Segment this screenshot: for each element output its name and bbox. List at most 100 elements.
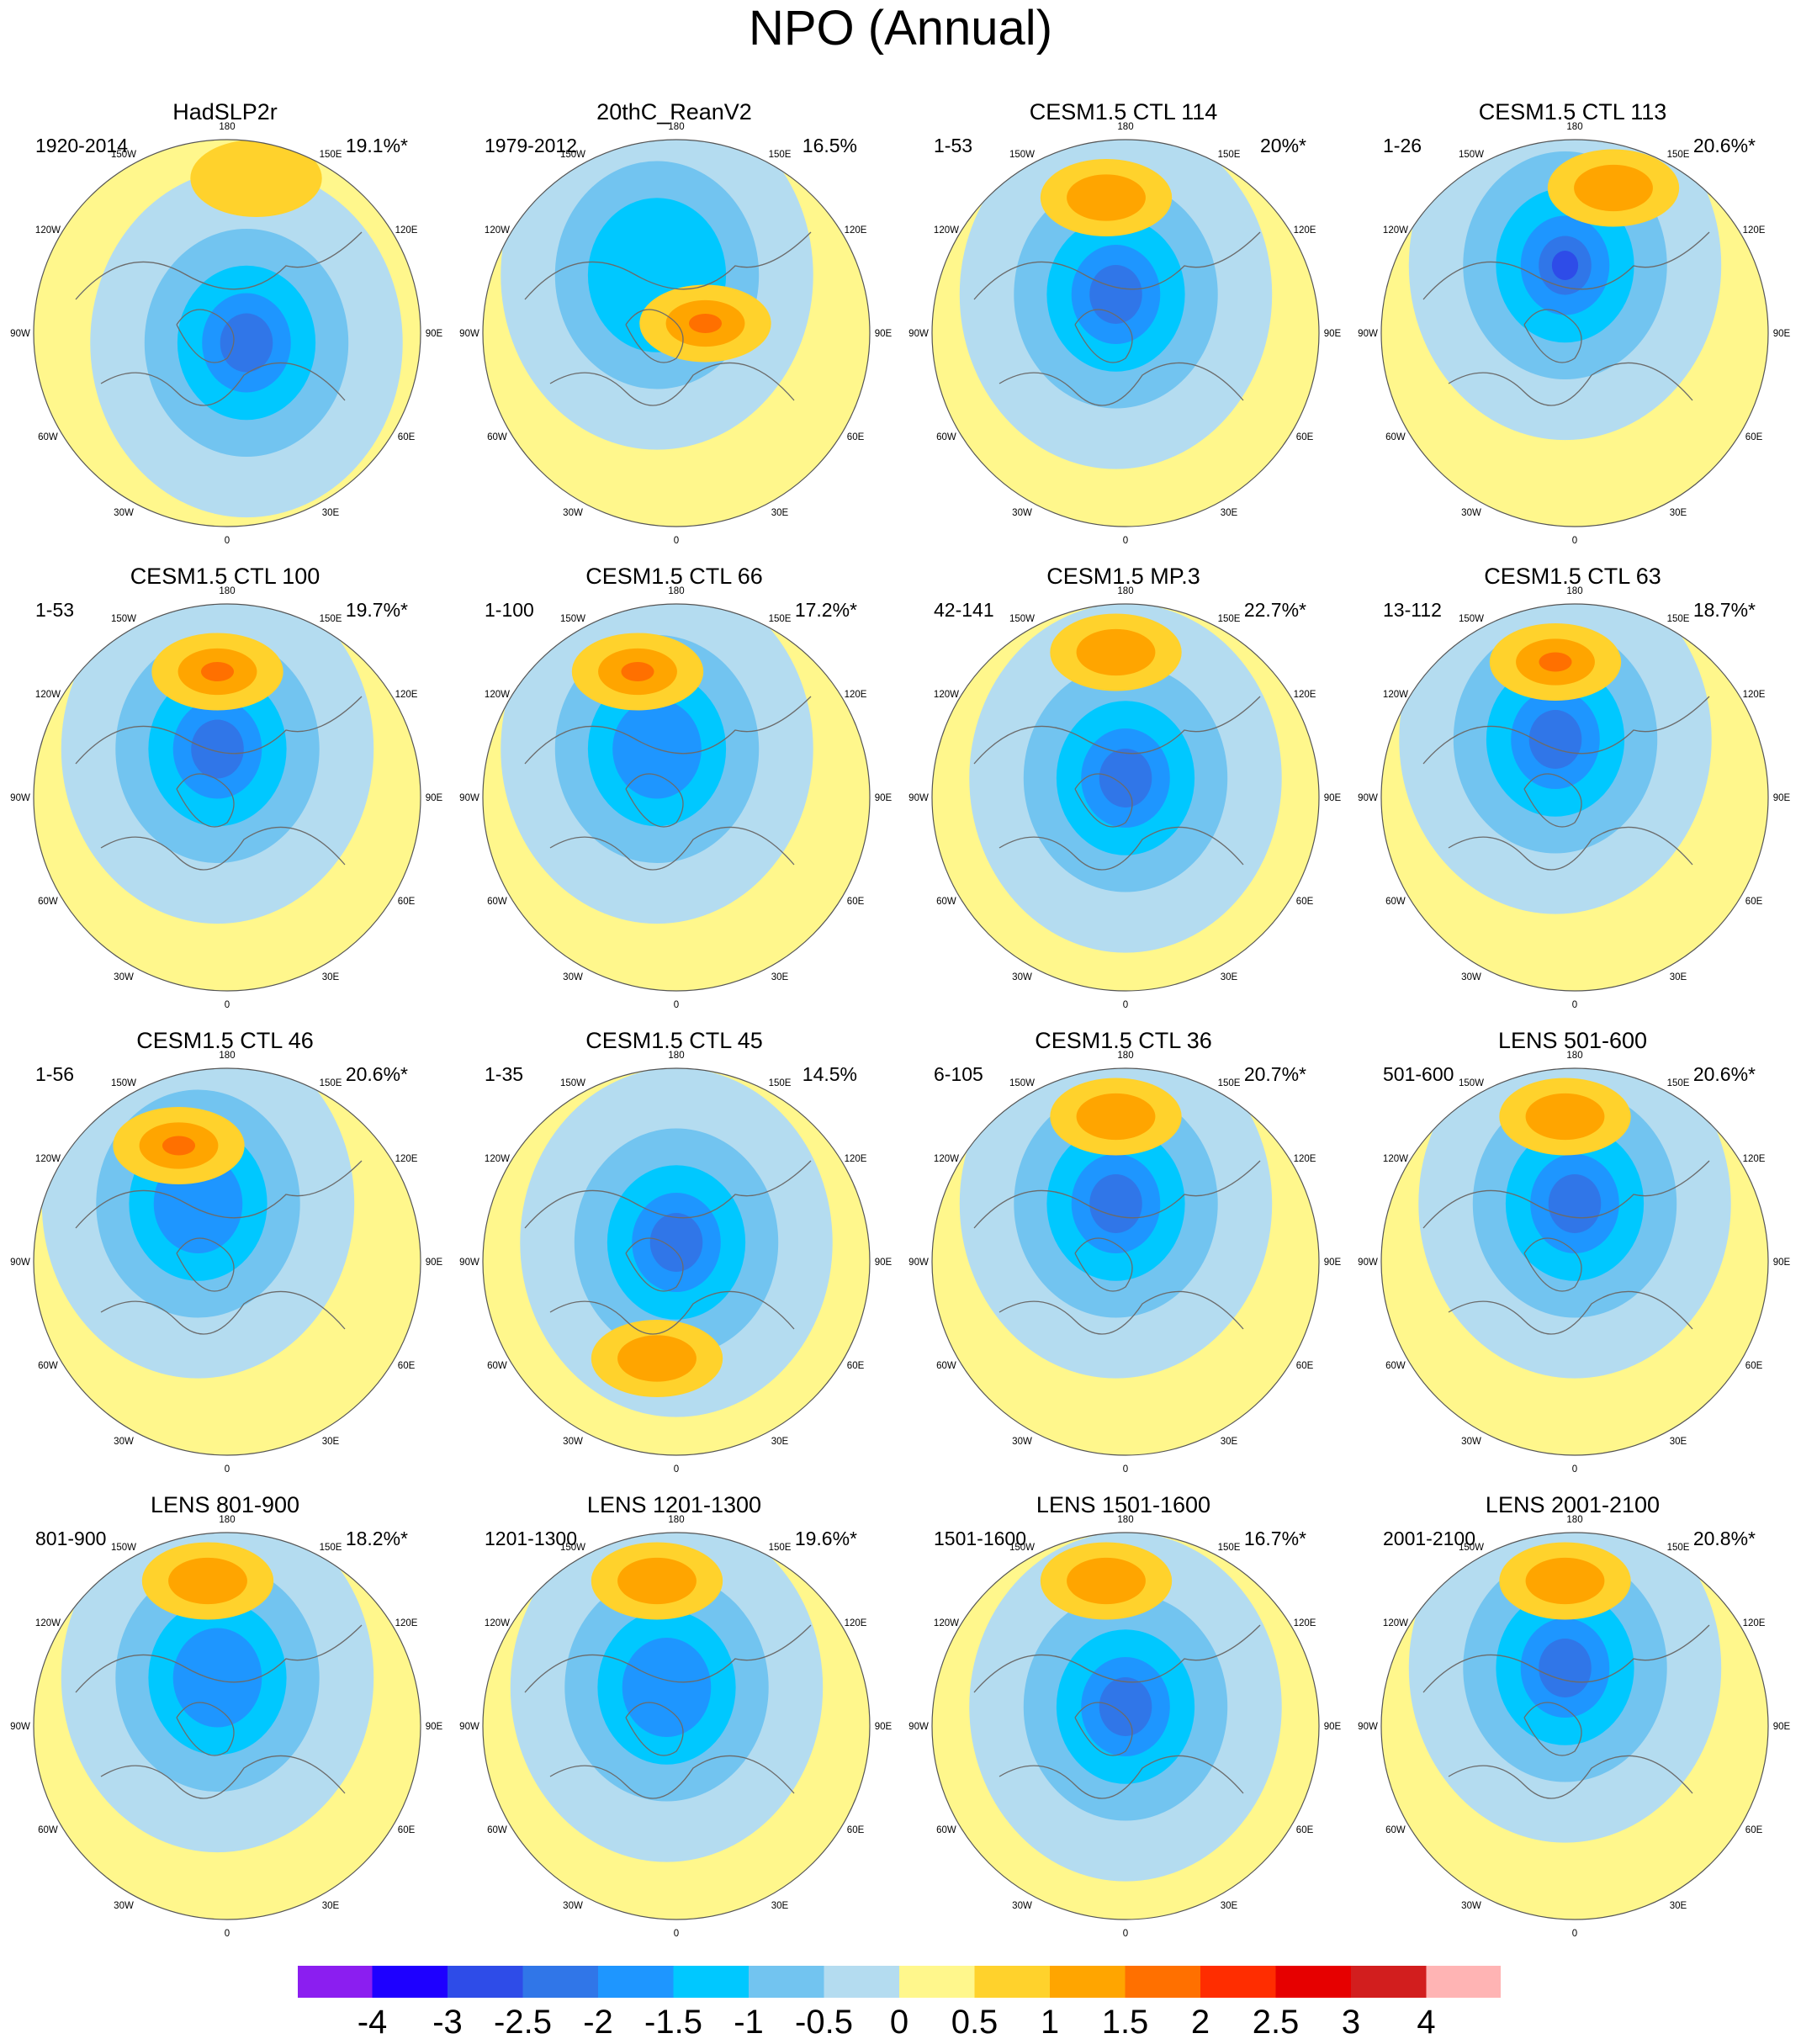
longitude-label: 90E	[426, 793, 443, 803]
positive-anomaly-contour	[1574, 164, 1653, 212]
map-boundary	[482, 1067, 871, 1456]
longitude-label: 180	[1117, 122, 1133, 132]
colorbar-swatch	[1200, 1965, 1276, 1999]
longitude-label: 120W	[934, 1618, 959, 1628]
longitude-label: 150W	[560, 614, 585, 624]
colorbar-tick-label: -4	[357, 2004, 388, 2041]
longitude-label: 30W	[563, 508, 583, 518]
colorbar-swatch	[974, 1965, 1051, 1999]
longitude-label: 0	[674, 1929, 679, 1939]
panel-variance-percent: 20%*	[1260, 135, 1306, 156]
longitude-label: 90E	[426, 1722, 443, 1732]
longitude-label: 60E	[1745, 432, 1763, 442]
longitude-label: 120W	[1383, 1154, 1408, 1164]
panel-variance-percent: 19.7%*	[345, 599, 408, 621]
coastline	[524, 1624, 812, 1799]
negative-anomaly-contour	[622, 1638, 712, 1737]
panel-variance-percent: 19.6%*	[794, 1528, 857, 1549]
longitude-label: 90W	[10, 793, 30, 803]
polar-map: 180 150E 120E 90E 60E 30E 0 30W 60W 90W 120W 150W	[10, 1051, 442, 1475]
longitude-label: 90E	[1324, 1722, 1342, 1732]
panel-years: 13-112	[1383, 599, 1442, 621]
longitude-label: 60W	[487, 1825, 507, 1835]
longitude-label: 30W	[114, 1901, 134, 1911]
longitude-label: 180	[1117, 1051, 1133, 1061]
panel-title: 20thC_ReanV2	[596, 99, 752, 124]
longitude-label: 30W	[563, 1901, 583, 1911]
panel-title: CESM1.5 CTL 46	[136, 1028, 314, 1053]
positive-anomaly-contour	[621, 662, 654, 681]
coastline	[75, 1160, 363, 1335]
panel-title: LENS 501-600	[1497, 1028, 1648, 1053]
longitude-label: 60E	[1296, 1361, 1314, 1371]
panel-years: 6-105	[934, 1063, 983, 1085]
negative-anomaly-contour	[191, 719, 244, 779]
colorbar	[297, 1965, 1502, 1999]
longitude-label: 90E	[1324, 793, 1342, 803]
longitude-label: 180	[1117, 1515, 1133, 1525]
panel-years: 1-26	[1383, 135, 1422, 156]
map-panel: LENS 801-900 801-900 18.2%* 180 150E 120E 90E 6…	[0, 1484, 450, 1948]
panel-variance-percent: 18.2%*	[345, 1528, 408, 1549]
longitude-label: 60W	[1385, 1361, 1406, 1371]
longitude-label: 180	[1566, 586, 1582, 596]
longitude-label: 90W	[908, 1722, 929, 1732]
polar-map: 180 150E 120E 90E 60E 30E 0 30W 60W 90W 120W 150W	[1358, 122, 1790, 546]
longitude-label: 90W	[908, 1258, 929, 1268]
panel-variance-percent: 20.6%*	[345, 1063, 408, 1085]
panel-title: CESM1.5 CTL 100	[130, 564, 320, 589]
polar-map: 180 150E 120E 90E 60E 30E 0 30W 60W 90W 120W 150W	[10, 122, 442, 546]
longitude-label: 180	[668, 122, 684, 132]
longitude-label: 60E	[398, 1825, 416, 1835]
longitude-label: 150E	[320, 150, 342, 160]
longitude-label: 150W	[111, 614, 136, 624]
map-panel: LENS 2001-2100 2001-2100 20.8%* 180 150E 120E…	[1348, 1484, 1798, 1948]
longitude-label: 180	[668, 1051, 684, 1061]
positive-anomaly-contour	[1539, 652, 1572, 672]
longitude-label: 180	[219, 586, 235, 596]
colorbar-frame	[297, 1965, 1502, 1999]
longitude-label: 60E	[1745, 1825, 1763, 1835]
longitude-label: 30W	[1461, 508, 1481, 518]
longitude-label: 0	[674, 1464, 679, 1475]
longitude-label: 150W	[111, 1078, 136, 1088]
colorbar-tick-label: -2.5	[494, 2004, 552, 2041]
longitude-label: 30E	[1221, 972, 1238, 982]
longitude-label: 150W	[1009, 1078, 1035, 1088]
map-boundary	[931, 1067, 1320, 1456]
coastline	[1422, 231, 1710, 406]
colorbar-tick-label: -0.5	[795, 2004, 853, 2041]
colorbar-tick-label: 3	[1341, 2004, 1361, 2041]
longitude-label: 60W	[38, 432, 58, 442]
coastline	[524, 231, 812, 406]
positive-anomaly-contour	[1525, 1557, 1605, 1605]
positive-anomaly-contour	[1525, 1093, 1605, 1141]
longitude-label: 30E	[771, 1901, 789, 1911]
longitude-label: 90E	[875, 793, 893, 803]
positive-anomaly-contour	[200, 662, 235, 681]
panel-years: 1501-1600	[934, 1528, 1026, 1549]
panel-variance-percent: 20.8%*	[1692, 1528, 1756, 1549]
polar-map: 180 150E 120E 90E 60E 30E 0 30W 60W 90W 120W 150W	[459, 1515, 892, 1939]
colorbar-tick-label: -1	[734, 2004, 764, 2041]
colorbar-tick-label: 1.5	[1101, 2004, 1149, 2041]
longitude-label: 90E	[1773, 1722, 1791, 1732]
longitude-label: 180	[1566, 122, 1582, 132]
colorbar-swatch	[1275, 1965, 1352, 1999]
longitude-label: 150W	[111, 150, 136, 160]
panel-years: 1-56	[35, 1063, 75, 1085]
longitude-label: 60E	[847, 897, 865, 907]
longitude-label: 30W	[1461, 1901, 1481, 1911]
longitude-label: 150W	[560, 1078, 585, 1088]
map-boundary	[33, 603, 421, 992]
longitude-label: 120W	[485, 1154, 510, 1164]
longitude-label: 30W	[1461, 972, 1481, 982]
longitude-label: 180	[668, 1515, 684, 1525]
positive-anomaly-contour	[617, 1557, 697, 1605]
longitude-label: 120W	[35, 225, 61, 236]
longitude-label: 30E	[1221, 508, 1238, 518]
longitude-label: 150E	[320, 614, 342, 624]
longitude-label: 0	[225, 536, 230, 546]
map-panel: CESM1.5 CTL 45 1-35 14.5% 180 150E 120E 90E 60E…	[449, 1019, 899, 1484]
polar-map: 180 150E 120E 90E 60E 30E 0 30W 60W 90W 120W 150W	[10, 586, 443, 1010]
